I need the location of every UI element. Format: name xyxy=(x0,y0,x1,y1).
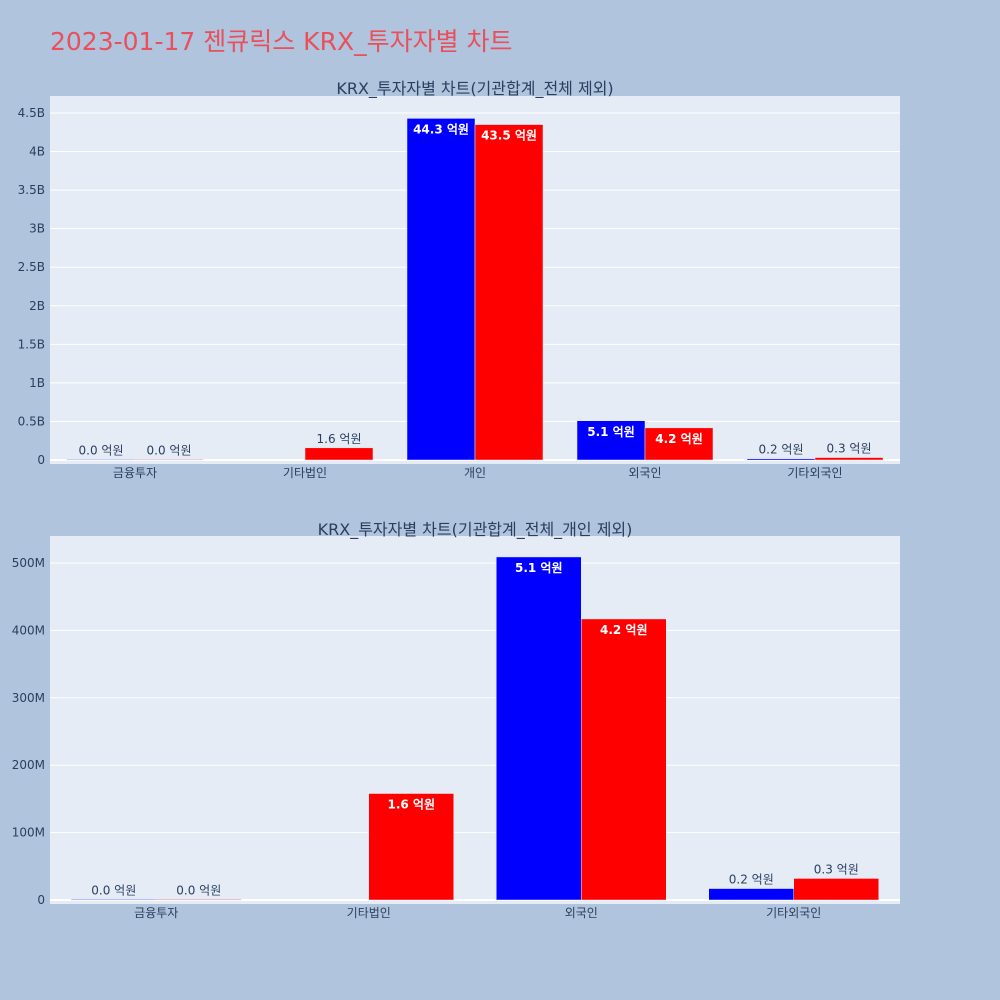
x-tick-label: 기타법인 xyxy=(347,906,391,920)
y-tick-label: 3B xyxy=(29,222,45,236)
page-title: 2023-01-17 젠큐릭스 KRX_투자자별 차트 xyxy=(50,27,513,56)
bar xyxy=(581,618,667,901)
y-tick-label: 4.5B xyxy=(18,106,45,120)
data-label: 5.1 억원 xyxy=(515,561,563,575)
bar xyxy=(368,793,454,901)
data-label: 0.0 억원 xyxy=(147,443,192,457)
y-tick-label: 500M xyxy=(12,556,45,570)
data-label: 5.1 억원 xyxy=(587,425,635,439)
bar xyxy=(644,427,714,461)
bar xyxy=(156,899,242,901)
bar xyxy=(814,457,884,461)
x-tick-label: 금융투자 xyxy=(113,466,157,480)
data-label: 0.3 억원 xyxy=(827,442,872,456)
chart-2: 0 100M 200M 300M 400M 500M KRX_투자자별 차트(기관합계_전체… xyxy=(12,520,900,920)
x-tick-label: 외국인 xyxy=(628,466,661,480)
bar xyxy=(474,124,544,461)
bar xyxy=(708,888,794,901)
x-tick-label: 기타외국인 xyxy=(766,906,821,920)
plot-area xyxy=(50,536,900,904)
data-label: 44.3 억원 xyxy=(413,122,469,136)
x-tick-label: 개인 xyxy=(464,466,486,480)
chart-title: KRX_투자자별 차트(기관합계_전체 제외) xyxy=(336,79,613,99)
data-label: 4.2 억원 xyxy=(600,623,648,637)
y-tick-label: 2B xyxy=(29,299,45,313)
data-label: 0.0 억원 xyxy=(91,883,136,897)
data-label: 0.0 억원 xyxy=(176,883,221,897)
chart-1: 0 0.5B 1B 1.5B 2B 2.5B 3B 3.5B 4B 4.5B KRX_투자자별 차트… xyxy=(18,79,900,480)
bar xyxy=(304,447,374,461)
data-label: 1.6 억원 xyxy=(317,432,362,446)
x-tick-label: 외국인 xyxy=(565,906,598,920)
bar xyxy=(71,899,157,901)
x-tick-label: 기타외국인 xyxy=(787,466,842,480)
y-tick-label: 300M xyxy=(12,691,45,705)
bar xyxy=(576,420,646,461)
x-tick-label: 기타법인 xyxy=(283,466,327,480)
data-label: 0.3 억원 xyxy=(814,862,859,876)
y-tick-label: 0.5B xyxy=(18,414,45,428)
y-tick-label: 0 xyxy=(37,453,45,467)
y-tick-label: 1B xyxy=(29,376,45,390)
data-label: 43.5 억원 xyxy=(481,129,537,143)
data-label: 0.2 억원 xyxy=(729,873,774,887)
data-label: 0.0 억원 xyxy=(79,443,124,457)
data-label: 4.2 억원 xyxy=(655,432,703,446)
y-tick-label: 100M xyxy=(12,826,45,840)
chart-title: KRX_투자자별 차트(기관합계_전체_개인 제외) xyxy=(318,520,633,540)
bar xyxy=(66,459,136,461)
x-tick-label: 금융투자 xyxy=(134,906,178,920)
data-label: 0.2 억원 xyxy=(759,443,804,457)
data-label: 1.6 억원 xyxy=(387,798,435,812)
bar xyxy=(134,459,204,461)
y-tick-label: 4B xyxy=(29,145,45,159)
y-tick-label: 1.5B xyxy=(18,337,45,351)
y-tick-label: 2.5B xyxy=(18,260,45,274)
bar xyxy=(793,878,879,901)
y-tick-label: 200M xyxy=(12,758,45,772)
bar xyxy=(496,556,582,901)
bar xyxy=(746,458,816,461)
y-tick-label: 3.5B xyxy=(18,183,45,197)
bar xyxy=(406,118,476,461)
y-tick-label: 0 xyxy=(37,893,45,907)
y-tick-label: 400M xyxy=(12,623,45,637)
